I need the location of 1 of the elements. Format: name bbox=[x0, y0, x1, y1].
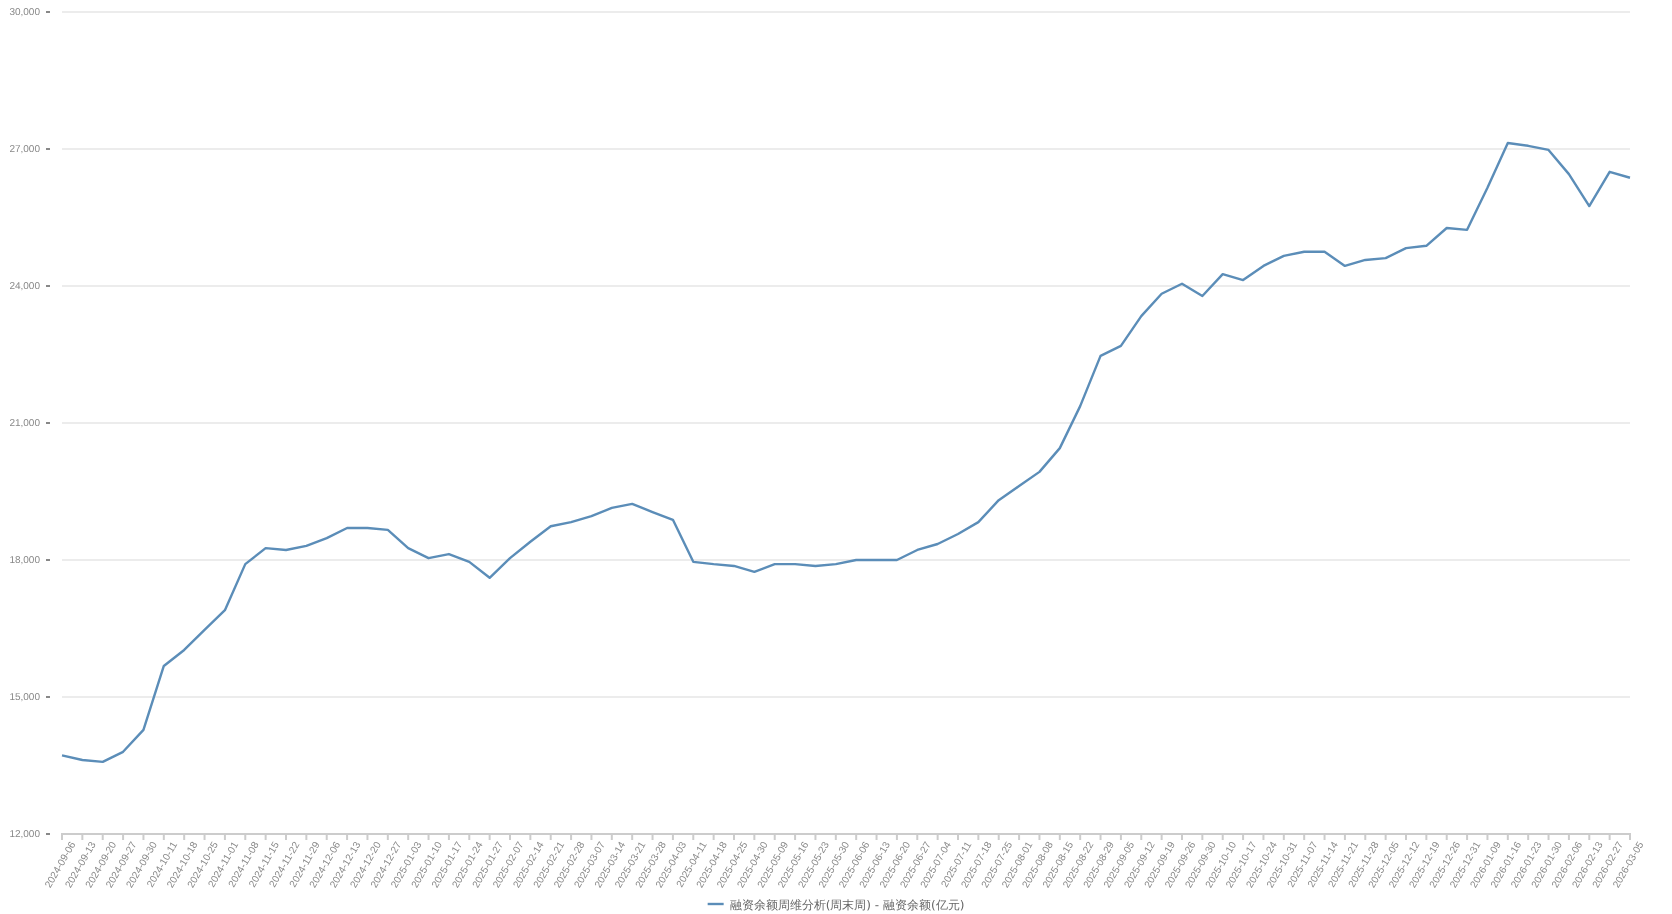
line-series bbox=[60, 141, 1632, 764]
